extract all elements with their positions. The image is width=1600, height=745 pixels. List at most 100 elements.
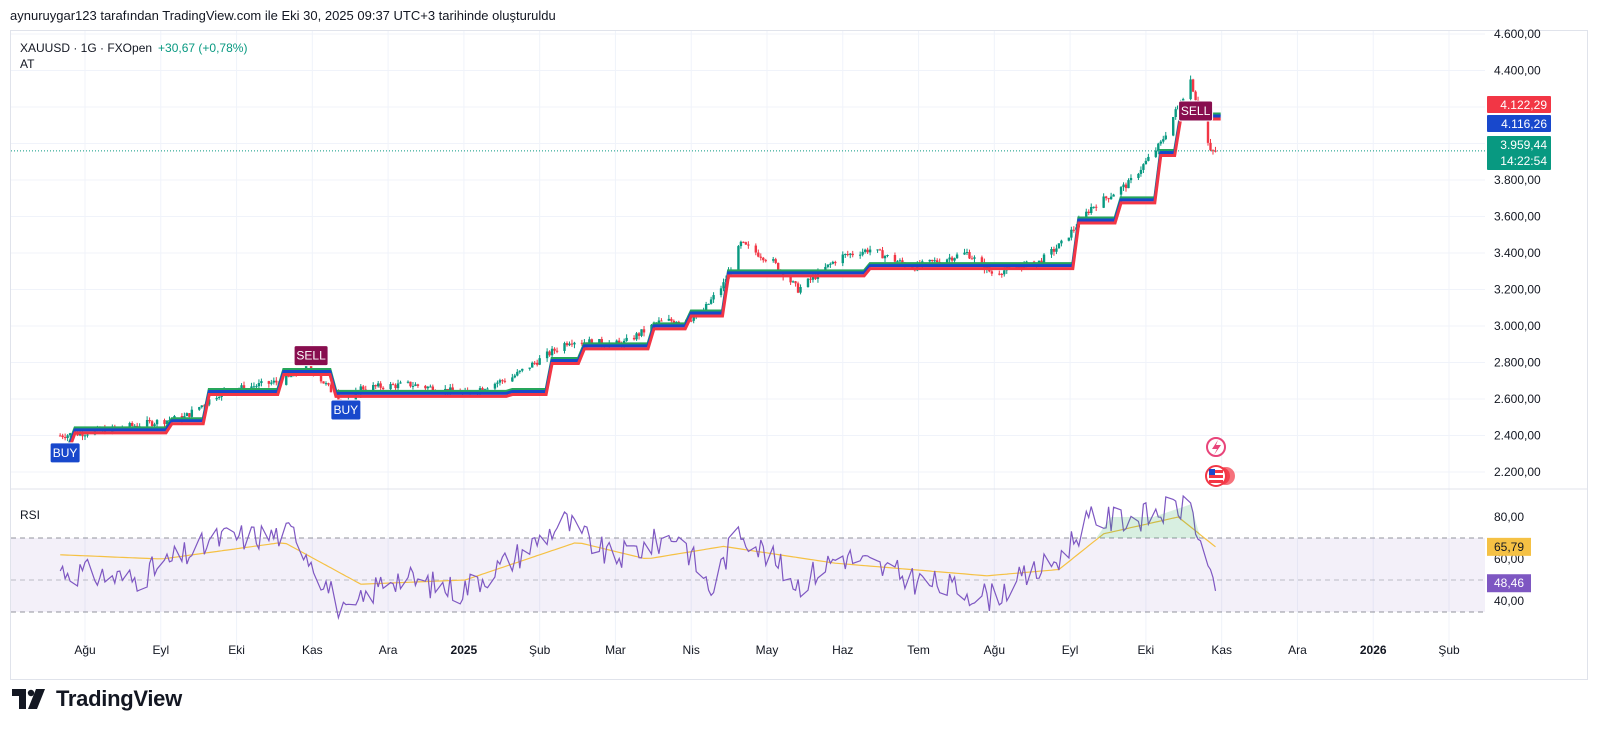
candle-body [424, 385, 427, 389]
candle-body [692, 317, 695, 321]
candle-body [806, 278, 810, 287]
candle-body [739, 241, 743, 247]
candle-body [1147, 156, 1150, 161]
event-icons[interactable] [1205, 437, 1235, 487]
candle-body [83, 435, 87, 437]
candle-body [963, 252, 966, 255]
countdown-label: 14:22:54 [1500, 154, 1547, 168]
candle-body [185, 413, 189, 417]
trail-red [60, 117, 1221, 451]
candle-body [1090, 207, 1093, 213]
candle-body [670, 318, 673, 321]
price-tag-label: 4.116,26 [1501, 117, 1547, 131]
candle-body [399, 382, 402, 384]
chart-legend[interactable]: XAUUSD · 1G · FXOpen +30,67 (+0,78%) AT [20, 40, 247, 72]
month-label: Ara [379, 643, 398, 657]
candle-body [846, 254, 849, 256]
candle-body [742, 241, 745, 243]
candle-body [215, 397, 218, 400]
chart-frame[interactable] [10, 30, 1588, 680]
candle-body [707, 303, 710, 305]
buy-signal-badge [49, 442, 81, 464]
candle-body [409, 381, 412, 387]
candle-body [811, 275, 815, 280]
atr-trail [11, 112, 1485, 451]
candle-body [1194, 91, 1197, 101]
candle-body [260, 381, 263, 384]
rsi-title[interactable]: RSI [20, 508, 41, 522]
candle-body [901, 260, 904, 263]
candle-body [414, 384, 417, 386]
candle-body [1104, 196, 1108, 199]
candle-body [744, 242, 748, 245]
candle-body [486, 388, 489, 390]
candle-body [555, 350, 559, 352]
tradingview-brand[interactable]: TradingView [12, 686, 182, 712]
price-tick-label: 3.200,00 [1494, 283, 1541, 297]
candle-body [503, 380, 507, 382]
candle-body [1092, 206, 1095, 208]
symbol-label[interactable]: XAUUSD · 1G · FXOpen [20, 41, 153, 55]
candle-body [217, 396, 221, 398]
flag-stripe-3 [1209, 480, 1223, 483]
month-label: Eyl [1062, 643, 1079, 657]
candle-body [267, 381, 271, 384]
candle-body [272, 380, 276, 383]
candle-body [255, 386, 258, 388]
candle-body [950, 257, 954, 261]
candle-body [148, 420, 151, 422]
candle-body [1127, 180, 1130, 189]
candle-body [145, 420, 149, 427]
buy-signal-label: BUY [334, 403, 359, 417]
candle-body [1119, 187, 1123, 195]
candle-body [965, 252, 969, 254]
candle-body [1000, 273, 1003, 275]
candle-body [1191, 79, 1195, 92]
candle-body [893, 254, 897, 262]
candle-body [632, 337, 636, 340]
candle-body [496, 382, 499, 384]
candle-body [791, 281, 795, 283]
month-label: May [756, 643, 779, 657]
candle-body [1144, 160, 1148, 165]
month-label: Tem [907, 643, 930, 657]
candle-body [794, 281, 797, 284]
price-axis[interactable]: 4.600,004.400,004.200,004.000,003.800,00… [1494, 27, 1541, 479]
candle-body [391, 384, 395, 386]
candle-body [287, 375, 290, 377]
candle-body [831, 261, 835, 264]
candle-body [1102, 196, 1105, 208]
flag-stripe-2 [1209, 475, 1223, 478]
rsi-tick-label: 80,00 [1494, 510, 1524, 524]
candle-body [535, 362, 539, 365]
rsi-value-tag-label: 48,46 [1494, 576, 1524, 590]
candle-body [637, 333, 641, 336]
candle-body [1042, 254, 1046, 264]
month-label: Ara [1288, 643, 1307, 657]
rsi-ma-tag-label: 65,79 [1494, 540, 1524, 554]
candle-body [642, 329, 646, 333]
candle-body [933, 260, 936, 262]
candle-body [389, 384, 392, 390]
candle-body [764, 260, 767, 262]
candle-body [1055, 248, 1058, 252]
candle-body [737, 246, 740, 270]
buy-signal-badge [330, 399, 362, 421]
candle-body [153, 424, 156, 427]
candle-body [814, 275, 817, 279]
candle-body [1209, 142, 1212, 151]
candle-body [990, 271, 994, 274]
signals[interactable]: BUY SELL BUY SELL [49, 100, 1214, 464]
candle-body [955, 254, 959, 259]
candle-body [322, 381, 325, 384]
candle-body [553, 348, 556, 351]
candle-body [598, 339, 601, 346]
flag-canton [1209, 469, 1215, 475]
candle-body [240, 385, 243, 390]
indicator-label[interactable]: AT [20, 57, 35, 71]
time-axis[interactable]: Ağu Eyl Eki Kas Ara 2025 Şub Mar Nis May Haz Tem Ağu… [74, 643, 1460, 657]
candle-body [1159, 141, 1162, 144]
candle-body [866, 249, 869, 253]
